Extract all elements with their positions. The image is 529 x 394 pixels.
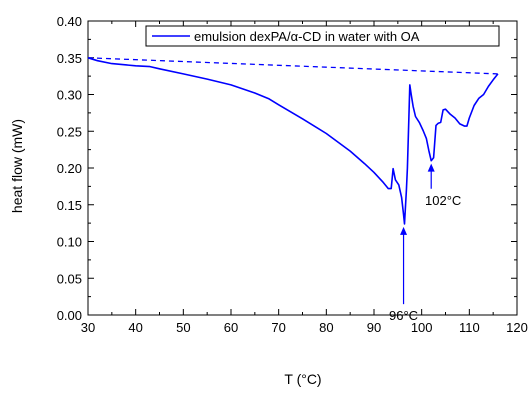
legend: emulsion dexPA/α-CD in water with OA bbox=[145, 25, 500, 47]
x-tick-label: 60 bbox=[224, 320, 238, 335]
x-tick-label: 110 bbox=[459, 320, 480, 335]
y-tick-label: 0.40 bbox=[57, 14, 82, 29]
annotation-label: 102°C bbox=[425, 193, 461, 208]
x-tick-label: 80 bbox=[319, 320, 333, 335]
x-tick-label: 30 bbox=[81, 320, 95, 335]
y-tick-label: 0.20 bbox=[57, 161, 82, 176]
y-tick-label: 0.00 bbox=[57, 308, 82, 323]
plot-frame bbox=[87, 20, 518, 316]
y-tick-label: 0.15 bbox=[57, 198, 82, 213]
series-line-0 bbox=[87, 57, 499, 225]
x-tick-label: 120 bbox=[506, 320, 528, 335]
series-layer bbox=[87, 57, 499, 225]
legend-box bbox=[145, 25, 500, 47]
x-tick-label: 100 bbox=[411, 320, 433, 335]
annotation-arrow-head bbox=[400, 226, 408, 235]
x-tick-label: 70 bbox=[271, 320, 285, 335]
y-tick-label: 0.05 bbox=[57, 271, 82, 286]
y-tick-label: 0.30 bbox=[57, 88, 82, 103]
x-tick-label: 50 bbox=[176, 320, 190, 335]
y-tick-label: 0.10 bbox=[57, 235, 82, 250]
x-axis-label: T (°C) bbox=[284, 371, 321, 387]
y-tick-label: 0.25 bbox=[57, 124, 82, 139]
axes-layer: 30 40 50 60 70 80 90 100 110 120 0.00 0.05 0.10 0.15 0… bbox=[57, 14, 528, 335]
annotation-label: 96°C bbox=[389, 308, 418, 323]
y-axis-label: heat flow (mW) bbox=[9, 119, 25, 213]
y-tick-label: 0.35 bbox=[57, 51, 82, 66]
legend-label: emulsion dexPA/α-CD in water with OA bbox=[194, 29, 420, 44]
annotation-layer: 96°C 102°C bbox=[389, 163, 461, 323]
x-tick-label: 40 bbox=[128, 320, 142, 335]
annotation-arrow-head bbox=[427, 163, 435, 172]
x-tick-label: 90 bbox=[367, 320, 381, 335]
